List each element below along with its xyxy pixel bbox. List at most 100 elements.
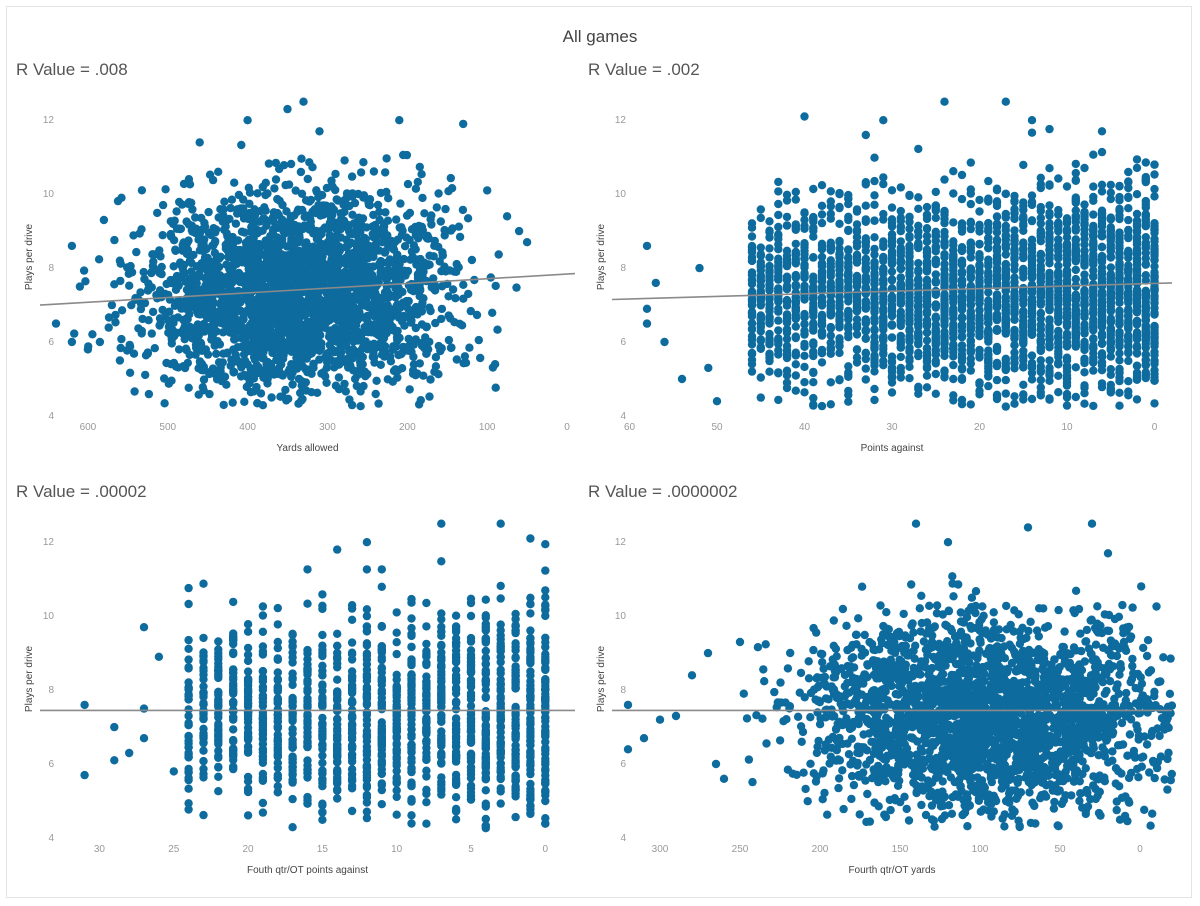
data-point: [67, 337, 77, 347]
data-point: [1097, 243, 1107, 252]
data-point: [1036, 289, 1046, 299]
data-point: [957, 246, 967, 256]
data-point: [782, 221, 792, 230]
data-point: [1036, 261, 1046, 271]
data-point: [774, 369, 783, 378]
data-point: [826, 400, 835, 409]
x-axis-label: Points against: [861, 443, 924, 454]
data-point: [418, 271, 427, 281]
data-point: [374, 399, 383, 408]
data-point: [791, 273, 800, 282]
data-point: [940, 373, 949, 382]
data-points: [642, 97, 1159, 411]
data-point: [896, 273, 905, 282]
data-point: [207, 331, 217, 340]
data-point: [195, 138, 204, 147]
data-point: [125, 281, 134, 290]
data-point: [436, 217, 445, 226]
data-point: [992, 375, 1002, 385]
data-point: [975, 195, 984, 205]
data-point: [1062, 337, 1072, 346]
data-point: [147, 268, 156, 278]
data-point: [940, 278, 949, 287]
data-point: [483, 186, 492, 195]
data-point: [756, 281, 765, 291]
data-point: [382, 232, 392, 242]
data-point: [376, 360, 385, 369]
data-point: [747, 367, 757, 376]
data-point: [940, 307, 949, 316]
data-point: [879, 265, 888, 275]
data-point: [125, 368, 135, 377]
data-point: [167, 333, 177, 342]
data-point: [887, 388, 897, 397]
data-point: [472, 310, 482, 320]
data-point: [249, 352, 259, 362]
data-point: [870, 340, 879, 350]
data-point: [931, 350, 940, 359]
data-point: [774, 234, 783, 244]
data-point: [922, 224, 932, 233]
data-point: [423, 261, 432, 270]
data-point: [417, 307, 427, 316]
data-point: [181, 304, 190, 313]
data-point: [240, 397, 249, 406]
data-point: [1001, 300, 1010, 310]
data-point: [169, 262, 178, 271]
data-point: [975, 207, 984, 216]
data-point: [376, 188, 386, 198]
data-point: [370, 358, 379, 367]
data-point: [1054, 227, 1063, 236]
data-point: [1054, 268, 1063, 277]
data-point: [245, 188, 255, 197]
data-point: [385, 352, 395, 361]
data-point: [835, 219, 844, 228]
data-point: [905, 258, 914, 267]
data-point: [870, 395, 879, 405]
data-point: [314, 207, 323, 216]
data-point: [1089, 210, 1098, 219]
data-point: [1062, 361, 1072, 371]
data-point: [239, 350, 249, 359]
data-point: [1097, 281, 1107, 291]
y-axis-label: Plays per drive: [24, 223, 35, 290]
data-point: [459, 119, 468, 129]
data-point: [887, 267, 897, 276]
y-tick-label: 4: [48, 411, 54, 422]
data-point: [1045, 208, 1054, 217]
data-point: [369, 167, 379, 176]
data-point: [984, 346, 993, 355]
data-point: [949, 263, 958, 272]
data-point: [852, 306, 862, 315]
data-point: [239, 309, 248, 319]
data-point: [896, 343, 905, 352]
data-point: [1045, 201, 1054, 210]
data-point: [446, 226, 456, 235]
data-point: [70, 329, 79, 338]
data-point: [896, 237, 905, 246]
data-point: [381, 168, 390, 177]
data-point: [345, 201, 354, 211]
data-point: [887, 203, 897, 212]
data-point: [1019, 299, 1028, 308]
data-point: [791, 195, 800, 204]
data-point: [175, 197, 184, 207]
data-point: [303, 252, 312, 261]
x-tick-label: 100: [479, 422, 496, 433]
data-point: [870, 233, 879, 242]
data-point: [312, 278, 321, 288]
data-point: [1089, 239, 1098, 249]
data-point: [290, 211, 299, 220]
data-point: [328, 210, 337, 220]
data-point: [966, 189, 975, 198]
data-point: [140, 274, 149, 284]
data-point: [361, 314, 370, 323]
data-point: [1062, 215, 1072, 224]
data-point: [430, 367, 439, 376]
data-point: [366, 341, 375, 350]
data-point: [809, 184, 818, 194]
y-tick-label: 12: [43, 115, 55, 126]
data-point: [966, 322, 975, 331]
data-point: [272, 300, 281, 309]
data-point: [896, 248, 905, 257]
